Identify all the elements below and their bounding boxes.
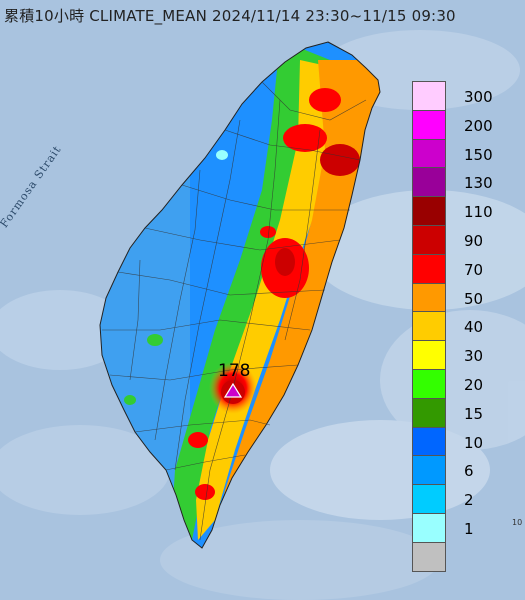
legend-label: 150	[464, 145, 493, 164]
legend-swatch	[412, 455, 446, 486]
legend-label: 130	[464, 174, 493, 193]
legend-swatch	[412, 369, 446, 399]
legend-swatch	[412, 541, 446, 572]
legend-label: 70	[464, 260, 484, 279]
legend-label: 90	[464, 232, 484, 250]
legend-swatch	[412, 109, 446, 140]
legend-swatch	[412, 397, 446, 428]
legend-swatch	[412, 282, 446, 313]
admin-borders	[102, 81, 367, 541]
legend-swatch	[412, 484, 446, 514]
corner-mark: 10	[512, 518, 523, 527]
legend-swatch	[412, 138, 446, 169]
legend-label: 300	[464, 88, 493, 106]
legend-label: 30	[464, 347, 484, 366]
legend-swatch	[412, 340, 446, 370]
legend-swatch	[412, 426, 446, 457]
legend-swatch	[412, 513, 446, 543]
max-value-label: 178	[218, 361, 251, 381]
legend-label: 6	[464, 462, 474, 481]
legend-label: 10	[464, 433, 484, 452]
legend-swatch	[412, 253, 446, 284]
map-title: 累積10小時 CLIMATE_MEAN 2024/11/14 23:30~11/…	[4, 7, 456, 25]
legend-swatch	[412, 81, 446, 111]
legend-label: 15	[464, 404, 484, 423]
legend-label: 2	[464, 491, 474, 510]
legend-swatch	[412, 196, 446, 226]
legend-label: 40	[464, 318, 484, 337]
legend-swatch	[412, 167, 446, 198]
triangle-icon	[223, 382, 243, 398]
legend-label: 110	[464, 203, 493, 222]
legend-swatch	[412, 225, 446, 255]
legend-swatch	[412, 311, 446, 342]
legend-label: 200	[464, 116, 493, 135]
legend-label: 20	[464, 376, 484, 394]
legend-label: 1	[464, 520, 474, 538]
legend-label: 50	[464, 289, 484, 308]
coastline	[99, 41, 381, 549]
